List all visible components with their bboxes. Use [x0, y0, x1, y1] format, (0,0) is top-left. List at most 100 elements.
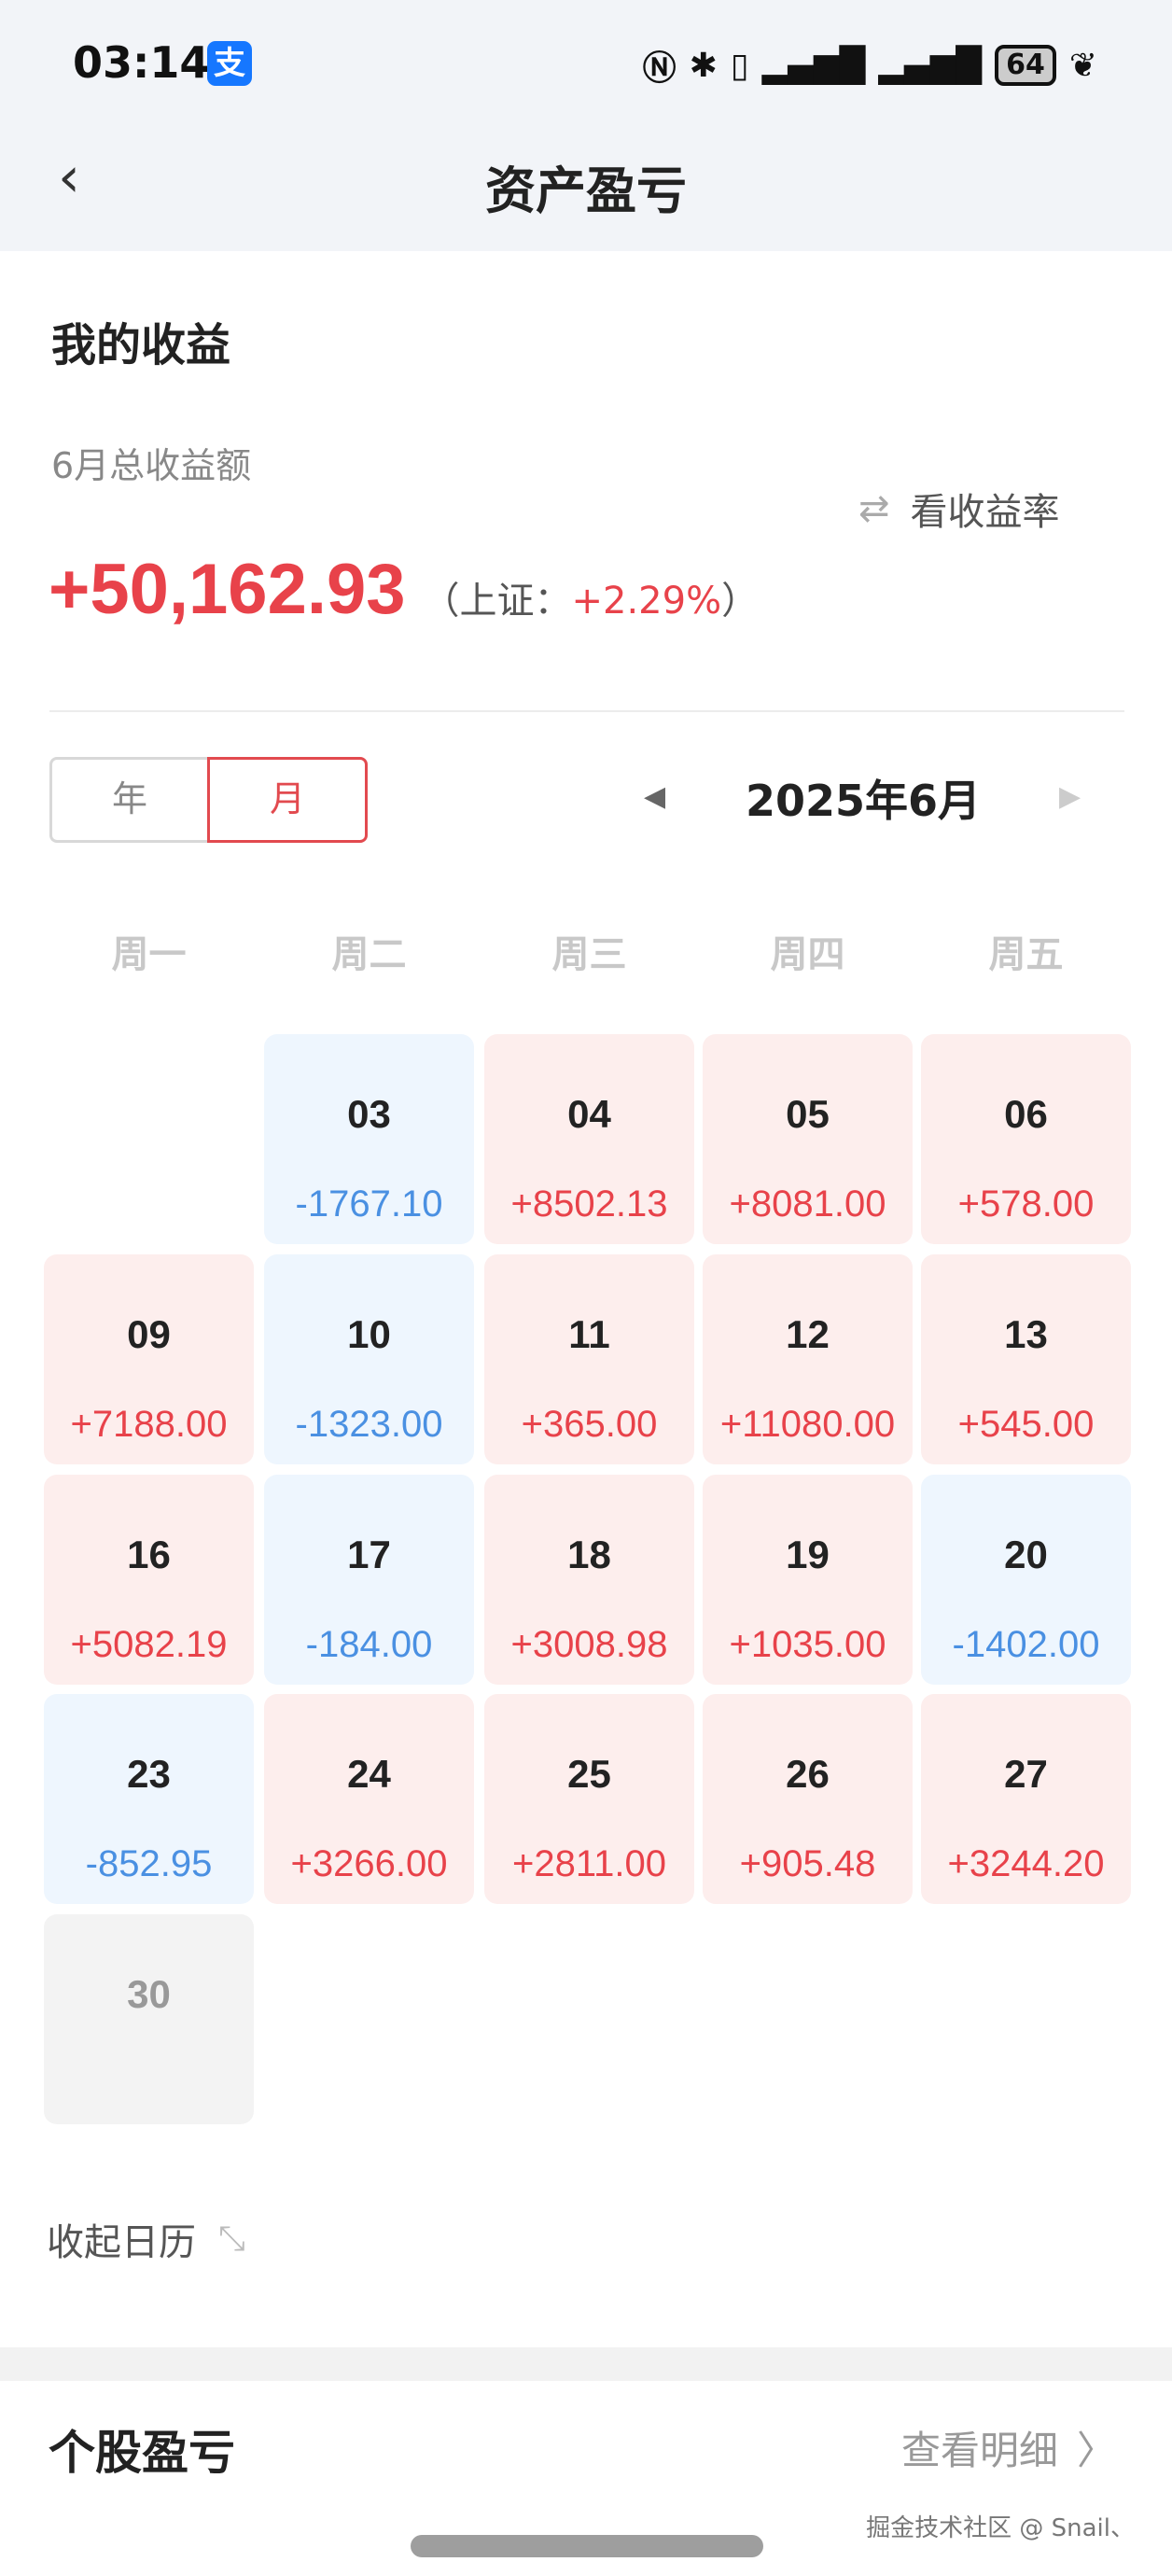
- weekday-header: 周四: [770, 933, 845, 976]
- calendar-day[interactable]: 20 -1402.00: [921, 1475, 1131, 1685]
- calendar-day[interactable]: 18 +3008.98: [484, 1475, 694, 1685]
- vibrate-icon: ▯: [730, 46, 749, 85]
- calendar-day[interactable]: 26 +905.48: [703, 1694, 913, 1904]
- day-number: 04: [567, 1092, 611, 1136]
- tab-month[interactable]: 月: [207, 757, 368, 843]
- divider: [49, 710, 1124, 712]
- day-value: +5082.19: [70, 1624, 228, 1665]
- view-rate-label: 看收益率: [910, 491, 1060, 534]
- day-number: 13: [1004, 1312, 1048, 1356]
- calendar-day[interactable]: 12 +11080.00: [703, 1254, 913, 1464]
- day-number: 18: [567, 1533, 611, 1576]
- swap-icon: ⇄: [858, 487, 890, 530]
- day-value: +905.48: [739, 1843, 876, 1884]
- day-number: 26: [786, 1752, 830, 1796]
- status-time: 03:14: [73, 37, 210, 88]
- total-label: 6月总收益额: [51, 445, 252, 486]
- period-toggle: 年 月: [49, 757, 368, 843]
- view-detail-button[interactable]: 查看明细 〉: [901, 2419, 1116, 2476]
- battery-icon: 64: [995, 45, 1056, 86]
- day-number: 25: [567, 1752, 611, 1796]
- day-value: +7188.00: [70, 1404, 228, 1445]
- day-value: +3266.00: [290, 1843, 448, 1884]
- collapse-label: 收起日历: [47, 2221, 196, 2264]
- day-number: 24: [347, 1752, 391, 1796]
- day-number: 27: [1004, 1752, 1048, 1796]
- calendar-day[interactable]: 23 -852.95: [44, 1694, 254, 1904]
- benchmark: （上证：+2.29%）: [423, 570, 760, 624]
- section-separator: [0, 2347, 1172, 2381]
- day-value: -852.95: [85, 1843, 213, 1884]
- day-number: 06: [1004, 1092, 1048, 1136]
- month-label: 2025年6月: [745, 776, 982, 826]
- back-button[interactable]: ‹: [58, 145, 80, 210]
- day-value: +8081.00: [729, 1183, 886, 1225]
- weekday-header: 周一: [111, 933, 187, 976]
- day-value: +545.00: [957, 1404, 1095, 1445]
- day-value: -1323.00: [295, 1404, 443, 1445]
- view-rate-button[interactable]: ⇄ 看收益率: [858, 482, 1060, 536]
- calendar-day[interactable]: 24 +3266.00: [264, 1694, 474, 1904]
- day-value: +11080.00: [719, 1404, 896, 1445]
- signal-icon: ▂▄▆█: [878, 46, 983, 85]
- day-number: 30: [127, 1972, 171, 2016]
- calendar-day[interactable]: 19 +1035.00: [703, 1475, 913, 1685]
- calendar-day[interactable]: 05 +8081.00: [703, 1034, 913, 1244]
- collapse-icon: ⤡: [218, 2219, 245, 2258]
- benchmark-prefix: （上证：: [422, 580, 572, 623]
- alipay-icon: 支: [207, 41, 252, 86]
- day-number: 11: [568, 1312, 610, 1356]
- day-value: +3008.98: [510, 1624, 668, 1665]
- day-number: 03: [347, 1092, 391, 1136]
- weekday-header: 周二: [331, 933, 407, 976]
- signal-icon: ▂▄▆█: [761, 46, 866, 85]
- view-detail-label: 查看明细: [900, 2428, 1058, 2473]
- total-amount: +50,162.93: [49, 550, 406, 629]
- tab-year[interactable]: 年: [49, 757, 207, 843]
- section-title: 我的收益: [51, 319, 231, 371]
- bluetooth-icon: ✱: [689, 46, 718, 85]
- day-number: 16: [127, 1533, 171, 1576]
- stock-pnl-title: 个股盈亏: [49, 2426, 235, 2480]
- collapse-calendar-button[interactable]: 收起日历 ⤡: [47, 2212, 245, 2266]
- calendar-day[interactable]: 27 +3244.20: [921, 1694, 1131, 1904]
- next-month-icon[interactable]: ▶: [1059, 780, 1081, 813]
- day-value: +8502.13: [510, 1183, 668, 1225]
- weekday-header: 周五: [988, 933, 1064, 976]
- amount-row: +50,162.93 （上证：+2.29%）: [49, 549, 759, 630]
- day-number: 09: [127, 1312, 171, 1356]
- chevron-right-icon: 〉: [1076, 2428, 1116, 2473]
- day-number: 17: [347, 1533, 391, 1576]
- calendar-day[interactable]: 04 +8502.13: [484, 1034, 694, 1244]
- calendar-day[interactable]: 25 +2811.00: [484, 1694, 694, 1904]
- calendar-day[interactable]: 30: [44, 1914, 254, 2124]
- calendar-day[interactable]: 11 +365.00: [484, 1254, 694, 1464]
- day-value: +1035.00: [729, 1624, 886, 1665]
- day-number: 12: [786, 1312, 830, 1356]
- leaf-icon: ❦: [1068, 46, 1097, 85]
- nfc-icon: Ⓝ: [642, 49, 677, 88]
- day-value: -1767.10: [295, 1183, 443, 1225]
- day-value: +578.00: [957, 1183, 1095, 1225]
- calendar-day[interactable]: 06 +578.00: [921, 1034, 1131, 1244]
- page-title: 资产盈亏: [485, 161, 687, 220]
- watermark: 掘金技术社区 @ Snail、: [866, 2514, 1135, 2542]
- status-icons: Ⓝ ✱ ▯ ▂▄▆█ ▂▄▆█ 64 ❦: [643, 41, 1097, 90]
- calendar-day[interactable]: 09 +7188.00: [44, 1254, 254, 1464]
- calendar-day[interactable]: 10 -1323.00: [264, 1254, 474, 1464]
- day-number: 10: [347, 1312, 391, 1356]
- home-indicator[interactable]: [411, 2535, 763, 2557]
- day-number: 19: [786, 1533, 830, 1576]
- day-number: 23: [127, 1752, 171, 1796]
- calendar-day[interactable]: 17 -184.00: [264, 1475, 474, 1685]
- prev-month-icon[interactable]: ◀: [644, 780, 666, 813]
- calendar-day[interactable]: 13 +545.00: [921, 1254, 1131, 1464]
- day-value: +3244.20: [947, 1843, 1105, 1884]
- calendar-day[interactable]: 16 +5082.19: [44, 1475, 254, 1685]
- top-bar: [0, 0, 1172, 251]
- day-value: +365.00: [521, 1404, 658, 1445]
- benchmark-value: +2.29%: [571, 580, 722, 623]
- day-value: -1402.00: [952, 1624, 1100, 1665]
- calendar-day[interactable]: 03 -1767.10: [264, 1034, 474, 1244]
- day-number: 05: [786, 1092, 830, 1136]
